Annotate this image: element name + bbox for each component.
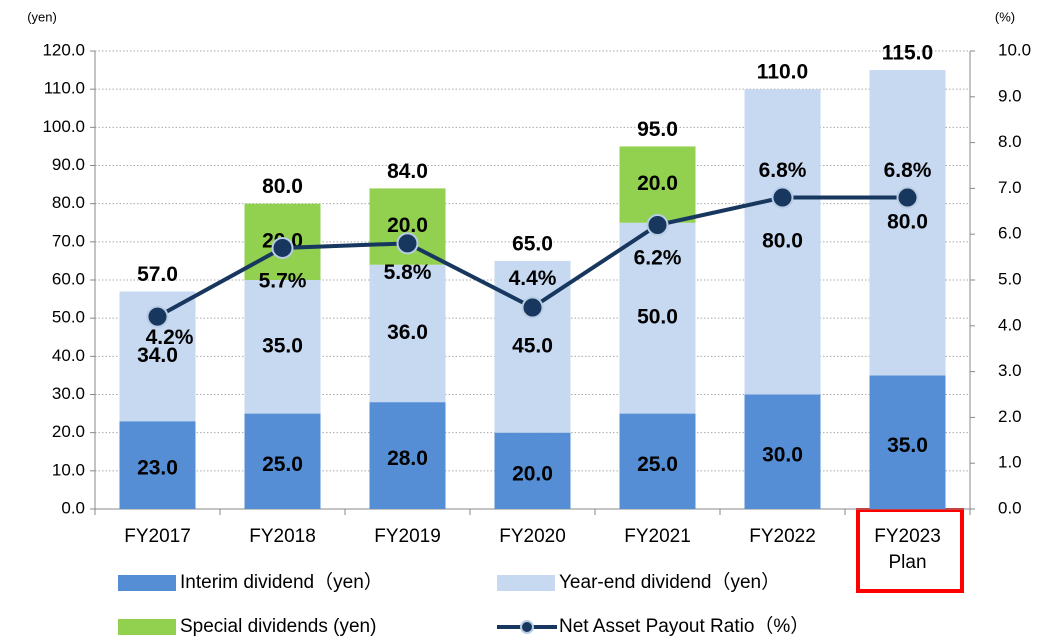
total-label: 84.0 [387, 160, 428, 183]
bar-value-label: 20.0 [387, 214, 428, 237]
bar-value-label: 28.0 [387, 447, 428, 470]
line-marker [646, 214, 669, 237]
y2-tick-label: 7.0 [998, 178, 1022, 197]
bar-segment [119, 421, 196, 509]
y-tick-label: 100.0 [42, 117, 85, 136]
bar-segment [494, 432, 571, 509]
y-tick-label: 50.0 [52, 308, 85, 327]
bar-value-label: 50.0 [637, 306, 678, 329]
y-tick-label: 90.0 [52, 155, 85, 174]
legend-swatch [118, 575, 176, 591]
y2-tick-label: 1.0 [998, 453, 1022, 472]
bar-segment [869, 70, 946, 376]
line-value-label: 6.2% [634, 247, 682, 270]
bar-value-label: 35.0 [262, 334, 303, 357]
x-tick-label: FY2021 [624, 526, 691, 547]
bar-value-label: 20.0 [637, 172, 678, 195]
y2-tick-label: 4.0 [998, 315, 1022, 334]
line-value-label: 4.4% [509, 267, 557, 290]
y2-tick-label: 10.0 [998, 40, 1031, 59]
total-label: 80.0 [262, 175, 303, 198]
bar-value-label: 45.0 [512, 334, 553, 357]
legend-swatch [497, 575, 555, 591]
line-marker [396, 232, 419, 255]
line-value-label: 6.8% [759, 159, 807, 182]
x-tick-label: FY2022 [749, 526, 816, 547]
y2-axis-label: (%) [995, 9, 1015, 24]
bar-value-label: 23.0 [137, 457, 178, 480]
y-tick-label: 40.0 [52, 346, 85, 365]
highlight-box [856, 508, 964, 593]
bar-value-label: 80.0 [887, 210, 928, 233]
bar-segment [744, 394, 821, 509]
x-tick-label: FY2023 Plan [874, 526, 941, 573]
legend-label: Net Asset Payout Ratio（%） [559, 615, 809, 637]
total-label: 65.0 [512, 232, 553, 255]
x-tick-label-line: FY2023 [874, 526, 941, 547]
y-tick-label: 110.0 [44, 79, 85, 98]
line-value-label: 4.2% [146, 326, 194, 349]
bar-segment [369, 264, 446, 403]
x-tick-label-line: Plan [888, 552, 926, 573]
total-label: 110.0 [757, 61, 808, 84]
x-tick-label: FY2020 [499, 526, 566, 547]
y-tick-label: 80.0 [52, 193, 85, 212]
bar-value-label: 20.0 [512, 462, 553, 485]
y-tick-label: 20.0 [52, 422, 85, 441]
bar-segment [619, 146, 696, 223]
bar-segment [619, 222, 696, 414]
y2-tick-label: 6.0 [998, 224, 1022, 243]
legend-swatch [118, 619, 176, 635]
bar-value-label: 25.0 [262, 453, 303, 476]
y-axis-label: (yen) [27, 9, 57, 24]
y2-tick-label: 2.0 [998, 407, 1022, 426]
bar-segment [619, 413, 696, 509]
line-value-label: 5.7% [259, 269, 307, 292]
legend-marker [520, 620, 534, 634]
bar-value-label: 25.0 [637, 453, 678, 476]
y-tick-label: 120.0 [42, 40, 85, 59]
y-tick-label: 30.0 [52, 384, 85, 403]
bar-value-label: 34.0 [137, 344, 178, 367]
bar-value-label: 30.0 [762, 443, 803, 466]
total-label: 95.0 [637, 118, 678, 141]
bar-segment [369, 402, 446, 509]
bar-value-label: 80.0 [762, 229, 803, 252]
legend-label: Special dividends (yen) [180, 616, 376, 637]
y2-tick-label: 3.0 [998, 361, 1022, 380]
line-value-label: 5.8% [384, 261, 432, 284]
bar-segment [869, 375, 946, 509]
y2-tick-label: 0.0 [998, 498, 1022, 517]
y-tick-label: 0.0 [61, 498, 85, 517]
total-label: 115.0 [882, 42, 933, 65]
line-marker [146, 305, 169, 328]
total-label: 57.0 [137, 263, 178, 286]
y-tick-label: 10.0 [52, 460, 85, 479]
x-tick-label: FY2019 [374, 526, 441, 547]
legend-label: Year-end dividend（yen） [559, 571, 780, 593]
y-tick-label: 60.0 [52, 269, 85, 288]
bar-value-label: 35.0 [887, 434, 928, 457]
line-value-label: 6.8% [884, 159, 932, 182]
y-tick-label: 70.0 [52, 231, 85, 250]
bar-value-label: 36.0 [387, 321, 428, 344]
line-marker [521, 296, 544, 319]
bar-segment [744, 89, 821, 395]
legend-label: Interim dividend（yen） [180, 571, 383, 593]
line-marker [771, 186, 794, 209]
bar-segment [244, 280, 321, 414]
x-tick-label: FY2018 [249, 526, 316, 547]
y2-tick-label: 8.0 [998, 132, 1022, 151]
line-marker [896, 186, 919, 209]
line-marker [271, 236, 294, 259]
y2-tick-label: 9.0 [998, 86, 1022, 105]
bar-segment [244, 413, 321, 509]
x-tick-label: FY2017 [124, 526, 191, 547]
y2-tick-label: 5.0 [998, 269, 1022, 288]
